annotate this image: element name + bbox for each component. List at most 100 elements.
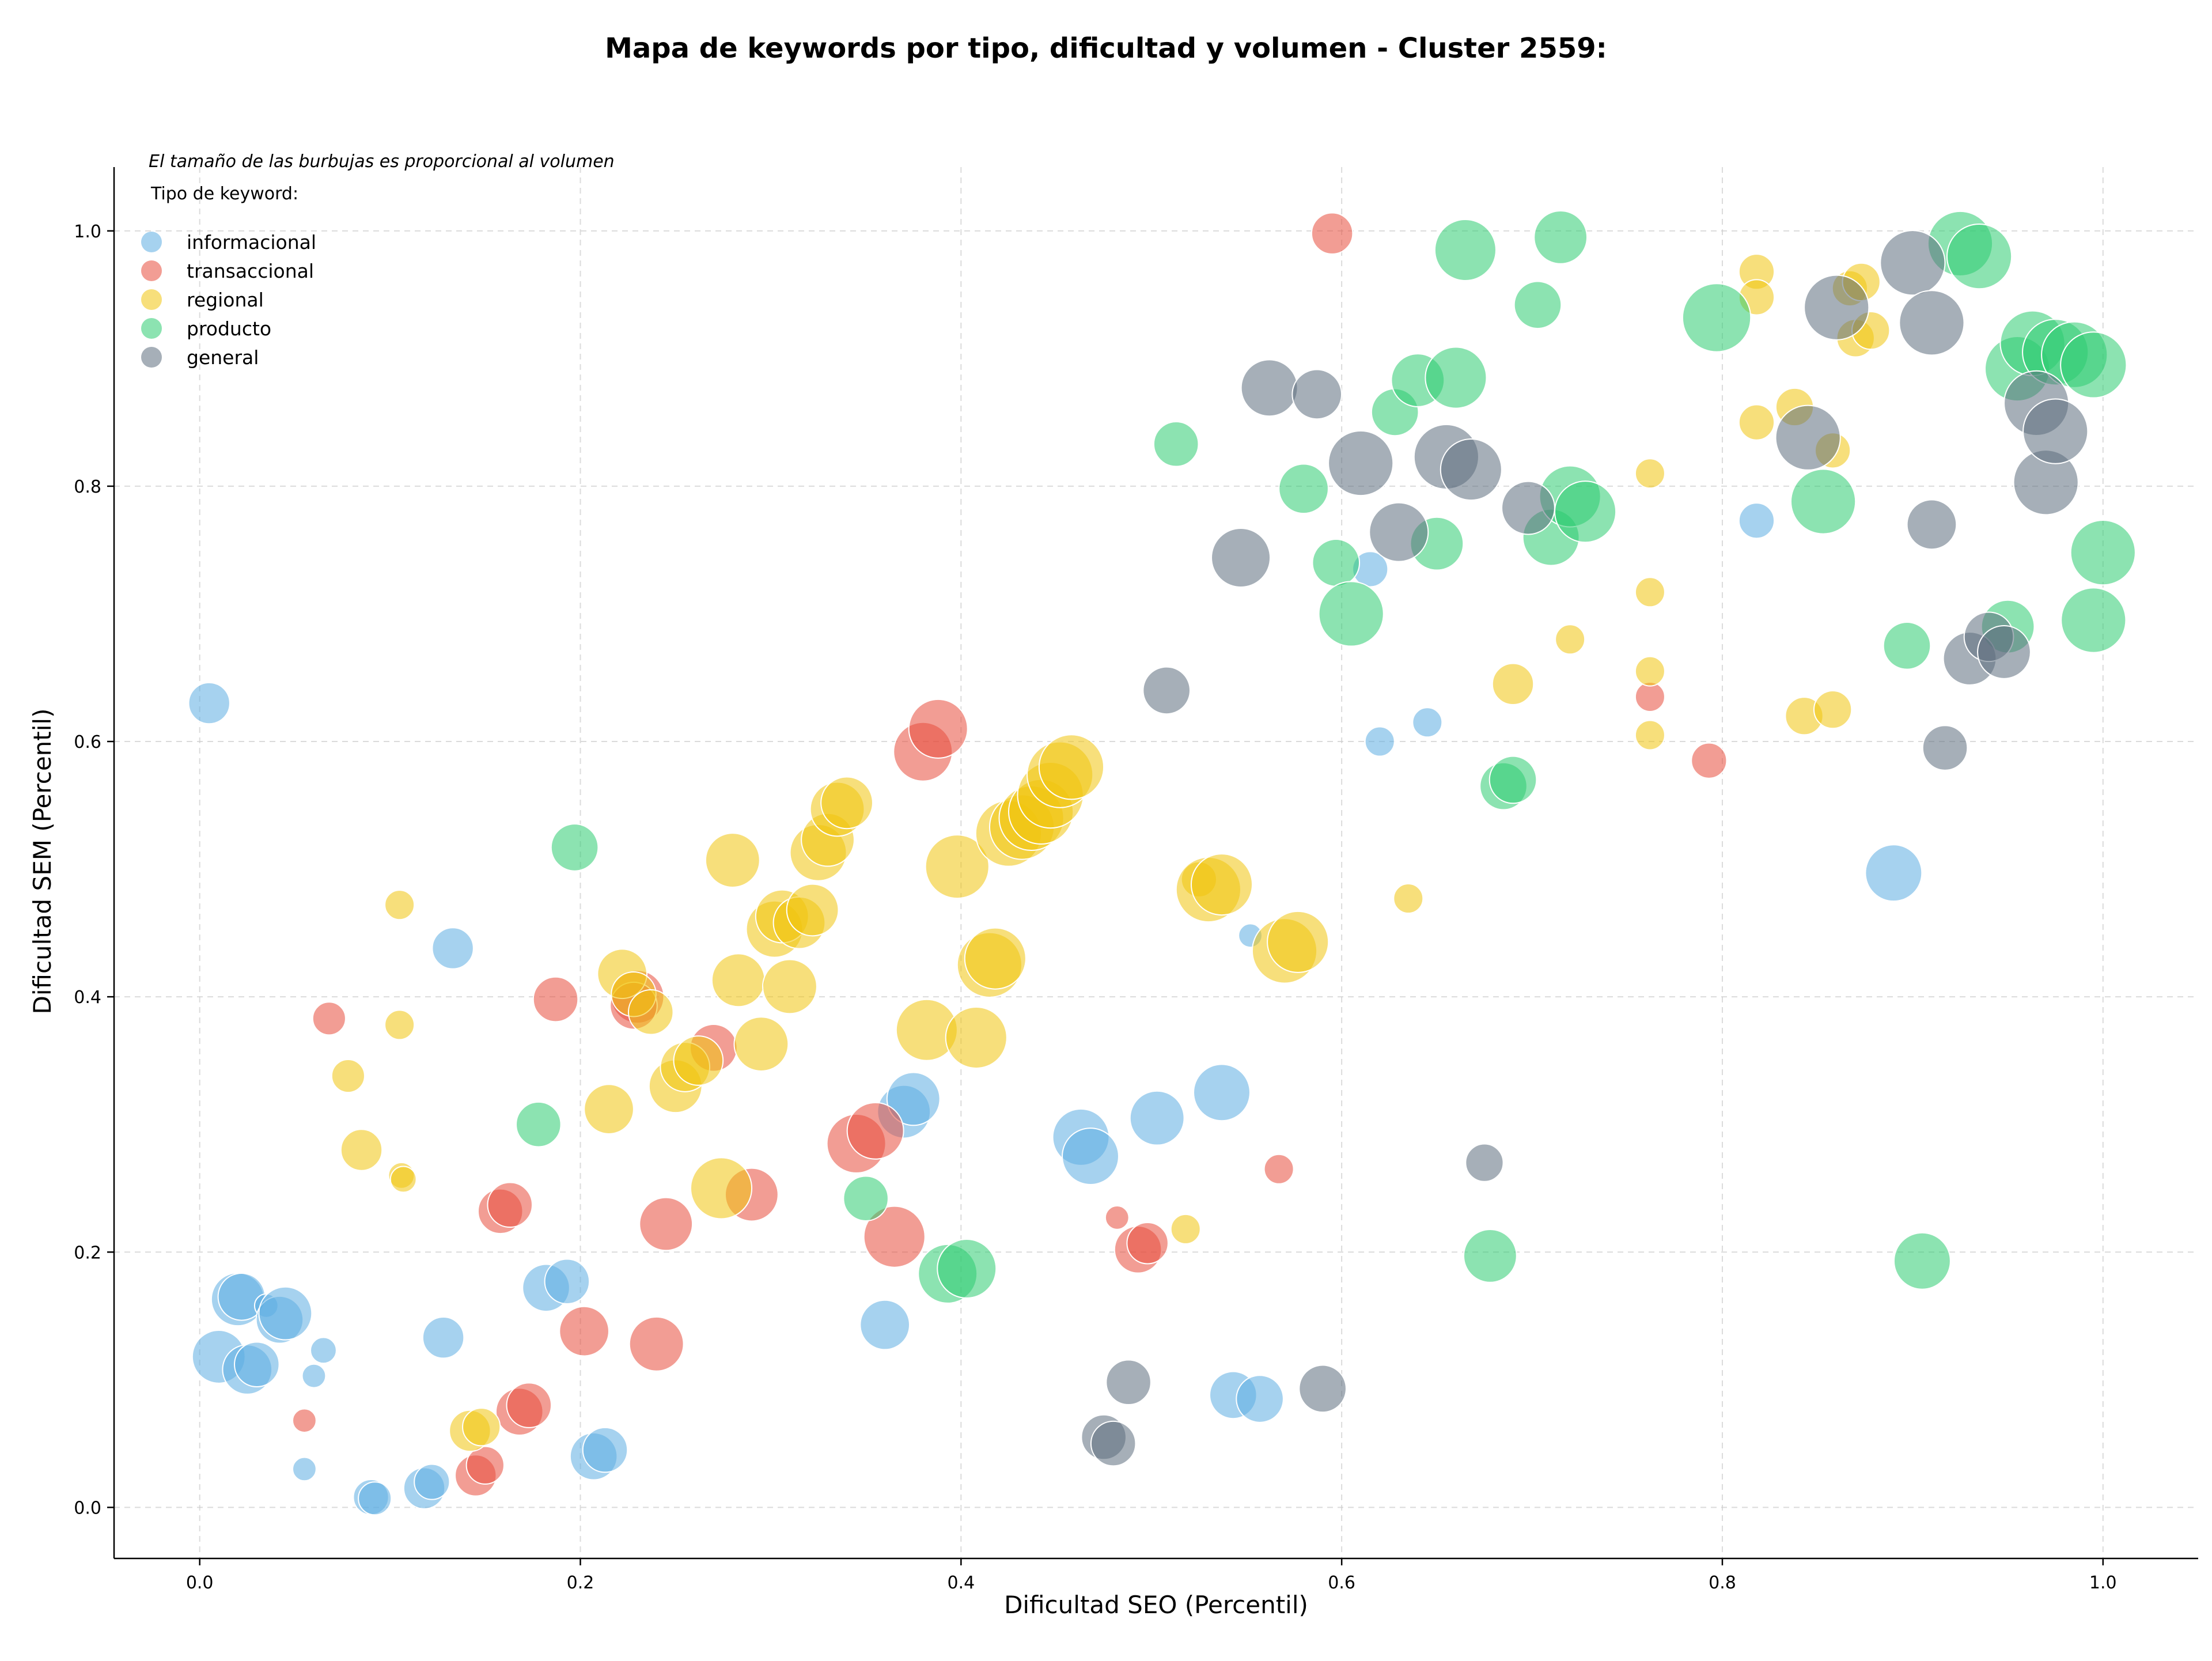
legend-item-regional: regional (141, 289, 264, 311)
bubble-informacional (431, 927, 474, 970)
series-general (1081, 230, 2089, 1467)
bubble-transaccional (628, 1316, 684, 1372)
bubble-general (1501, 480, 1555, 535)
bubble-regional (1555, 624, 1586, 655)
bubble-regional (945, 1006, 1007, 1069)
legend-marker (141, 318, 162, 339)
bubble-general (1240, 359, 1298, 417)
bubble-regional (384, 890, 415, 921)
bubble-regional (1813, 690, 1853, 729)
legend: El tamaño de las burbujas es proporciona… (141, 152, 615, 369)
bubble-regional (584, 1084, 634, 1134)
bubble-producto (1533, 210, 1588, 264)
legend-item-informacional: informacional (141, 231, 316, 253)
bubble-transaccional (1263, 1153, 1294, 1185)
x-axis-label: Dificultad SEO (Percentil) (1004, 1591, 1308, 1619)
bubble-producto (1463, 1229, 1517, 1283)
bubble-producto (1488, 755, 1537, 804)
bubble-informacional (1865, 844, 1923, 902)
bubble-producto (1318, 581, 1384, 647)
bubble-regional (1190, 853, 1253, 916)
bubble-general (1291, 369, 1343, 420)
bubble-producto (1312, 539, 1361, 587)
bubble-producto (1434, 218, 1497, 282)
bubble-general (1211, 527, 1271, 588)
legend-label: transaccional (187, 260, 314, 282)
bubble-producto (2060, 331, 2127, 399)
bubble-transaccional (312, 1001, 346, 1036)
bubble-transaccional (559, 1306, 609, 1357)
bubble-transaccional (863, 1205, 926, 1268)
bubble-transaccional (465, 1446, 505, 1485)
bubble-regional (925, 834, 990, 899)
legend-label: producto (187, 317, 271, 340)
bubble-producto (1153, 421, 1199, 467)
bubble-informacional (234, 1341, 280, 1387)
bubble-producto (1554, 480, 1617, 543)
bubble-general (1328, 430, 1394, 497)
legend-item-producto: producto (141, 317, 271, 340)
bubble-informacional (1738, 502, 1775, 539)
legend-items: informacional transaccional regional produc… (141, 231, 316, 369)
bubble-informacional (422, 1316, 465, 1359)
legend-marker (141, 289, 162, 310)
y-tick-label: 0.6 (74, 732, 101, 752)
bubble-general (1775, 404, 1841, 471)
bubble-informacional (1062, 1127, 1119, 1186)
bubble-regional (820, 776, 873, 830)
bubble-producto (550, 823, 599, 872)
y-tick-label: 0.8 (74, 477, 101, 497)
legend-label: informacional (187, 231, 316, 253)
y-tick-label: 0.2 (74, 1243, 101, 1263)
bubble-regional (704, 833, 760, 888)
bubble-regional (762, 959, 817, 1015)
bubble-transaccional (639, 1197, 694, 1251)
x-tick-label: 0.2 (567, 1573, 594, 1593)
bubble-transaccional (292, 1408, 317, 1433)
bubble-layer (188, 210, 2136, 1516)
bubble-general (1804, 274, 1870, 340)
bubble-informacional (1236, 1375, 1284, 1423)
bubble-general (1090, 1420, 1137, 1467)
bubble-producto (516, 1101, 562, 1148)
bubble-regional (1634, 656, 1665, 687)
bubble-transaccional (532, 976, 579, 1023)
bubble-transaccional (1691, 742, 1728, 779)
bubble-general (1369, 502, 1429, 562)
bubble-regional (964, 927, 1027, 990)
bubble-transaccional (908, 698, 968, 759)
y-axis-label: Dificultad SEM (Percentil) (28, 709, 56, 1015)
series-regional (331, 253, 1891, 1452)
y-tick-label: 1.0 (74, 222, 101, 242)
bubble-transaccional (1104, 1205, 1130, 1230)
bubble-transaccional (846, 1102, 904, 1160)
bubble-regional (331, 1058, 365, 1094)
bubble-regional (1393, 883, 1424, 914)
bubble-regional (690, 1157, 753, 1220)
y-tick-label: 0.0 (74, 1498, 101, 1518)
series-informacional (188, 502, 1923, 1516)
legend-label: general (187, 346, 259, 369)
x-tick-label: 0.0 (186, 1573, 214, 1593)
bubble-regional (1738, 404, 1775, 441)
bubble-transaccional (487, 1182, 533, 1228)
bubble-regional (786, 883, 839, 937)
bubble-producto (1790, 468, 1857, 535)
x-tick-label: 0.8 (1709, 1573, 1736, 1593)
legend-marker (141, 347, 162, 368)
bubble-regional (384, 1009, 415, 1041)
bubble-informacional (544, 1258, 590, 1304)
legend-item-transaccional: transaccional (141, 260, 314, 282)
x-tick-label: 0.4 (947, 1573, 975, 1593)
bubble-regional (1038, 734, 1105, 800)
bubble-regional (673, 1035, 724, 1086)
bubble-informacional (301, 1363, 327, 1388)
bubble-informacional (859, 1299, 911, 1350)
bubble-producto (2070, 520, 2136, 586)
bubble-informacional (1364, 726, 1395, 757)
bubble-informacional (414, 1463, 450, 1500)
axes: 0.0 0.2 0.4 0.6 0.8 1.0 0.0 0.2 0.4 0.6 0.8 1.0 (74, 167, 2198, 1593)
bubble-producto (1278, 463, 1329, 514)
bubble-informacional (310, 1337, 337, 1364)
legend-marker (141, 260, 162, 281)
